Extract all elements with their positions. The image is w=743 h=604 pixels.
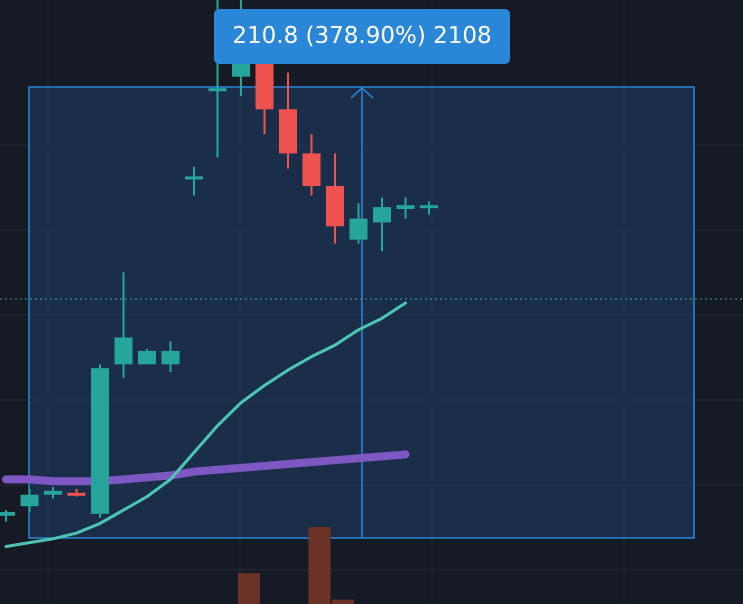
- volume-bars: [238, 527, 354, 604]
- candle-body: [161, 350, 180, 365]
- candle-body: [185, 176, 203, 180]
- candle-body: [255, 57, 274, 110]
- candle-body: [279, 109, 297, 154]
- candle-up: [396, 197, 415, 219]
- candle-body: [114, 337, 133, 365]
- candle-down: [302, 134, 321, 196]
- candle-body: [0, 511, 15, 516]
- moving-averages: [2, 301, 410, 548]
- volume-bar: [332, 599, 354, 604]
- candle-up: [349, 203, 368, 244]
- measure-label: 210.8 (378.90%) 2108: [214, 9, 510, 64]
- candle-body: [326, 185, 344, 227]
- candle-body: [420, 205, 438, 209]
- candle-up: [91, 364, 109, 518]
- candle-up: [138, 348, 156, 365]
- candle-up: [44, 487, 62, 499]
- candle-body: [44, 490, 62, 495]
- moving-average-fast-line: [4, 301, 407, 548]
- candle-up: [373, 197, 391, 252]
- candle-body: [349, 218, 368, 240]
- candle-body: [67, 492, 86, 496]
- candle-body: [91, 368, 109, 514]
- candle-up: [161, 341, 180, 372]
- candle-down: [67, 488, 86, 497]
- candle-body: [138, 350, 156, 365]
- candle-up: [114, 272, 133, 378]
- candle-body: [373, 207, 391, 223]
- candle-body: [396, 205, 415, 210]
- moving-average-slow-line: [2, 450, 410, 486]
- candle-up: [420, 201, 438, 215]
- candle-up: [185, 166, 203, 196]
- candle-body: [302, 153, 321, 186]
- volume-bar: [308, 527, 331, 604]
- candle-down: [279, 72, 297, 169]
- candles: [0, 0, 438, 522]
- candle-body: [208, 88, 227, 92]
- volume-bar: [238, 573, 260, 604]
- candle-up: [20, 488, 39, 512]
- candle-up: [0, 510, 15, 522]
- candle-body: [20, 494, 39, 507]
- measure-arrowhead: [350, 86, 374, 99]
- candle-down: [326, 153, 344, 244]
